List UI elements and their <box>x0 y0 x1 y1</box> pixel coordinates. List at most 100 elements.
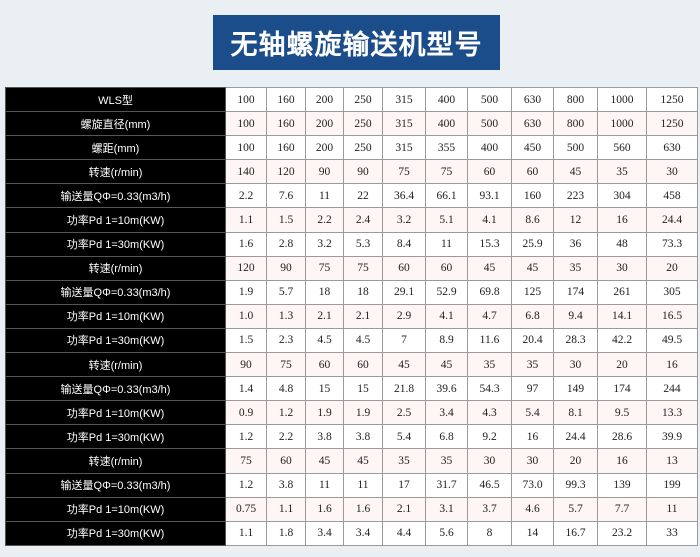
table-cell: 60 <box>266 448 306 474</box>
table-cell: 16.5 <box>646 303 698 329</box>
table-cell: 1.2 <box>266 400 306 426</box>
row-label: 转速(r/min) <box>5 255 226 281</box>
table-cell: 35 <box>467 352 512 378</box>
table-cell: 315 <box>382 111 426 137</box>
table-cell: 8.9 <box>425 327 468 354</box>
table-cell: 1.1 <box>266 496 306 522</box>
table-cell: 560 <box>597 135 647 161</box>
spec-table: WLS型 100 160 200 250 315 400 500 630 800 1000 1250 螺… <box>5 86 698 546</box>
table-cell: 305 <box>646 279 698 305</box>
table-cell: 14.1 <box>597 303 647 329</box>
table-cell: 7 <box>382 327 426 354</box>
table-cell: 4.7 <box>467 303 512 329</box>
table-row: 转速(r/min) 120 90 75 75 60 60 45 45 35 30 20 <box>5 255 698 281</box>
table-cell: 45 <box>553 159 598 185</box>
table-cell: 60 <box>305 352 344 378</box>
table-cell: 2.1 <box>305 303 344 329</box>
table-cell: 90 <box>225 352 267 378</box>
table-cell: 160 <box>266 135 306 161</box>
table-cell: 5.4 <box>382 424 426 450</box>
table-cell: 8.6 <box>511 207 554 233</box>
table-cell: 20 <box>597 352 647 378</box>
table-cell: 66.1 <box>425 183 468 209</box>
row-label: 输送量QΦ=0.33(m3/h) <box>5 279 226 305</box>
table-cell: 200 <box>305 86 344 113</box>
table-cell: 30 <box>597 255 647 281</box>
table-cell: 90 <box>343 159 383 185</box>
table-cell: 15.3 <box>467 231 512 257</box>
table-cell: 11 <box>425 231 468 257</box>
table-cell: 3.8 <box>266 472 306 498</box>
table-cell: 1.1 <box>225 207 267 233</box>
table-cell: 42.2 <box>597 327 647 354</box>
table-cell: 355 <box>425 135 468 161</box>
table-cell: 16 <box>646 352 698 378</box>
table-cell: 30 <box>553 352 598 378</box>
table-cell: 9.4 <box>553 303 598 329</box>
row-label: 转速(r/min) <box>5 159 226 185</box>
table-cell: 45 <box>425 352 468 378</box>
table-cell: 5.6 <box>425 520 468 546</box>
table-row: 功率Pd 1=30m(KW) 1.6 2.8 3.2 5.3 8.4 11 15.3 25.9 3… <box>5 231 698 257</box>
table-cell: 3.2 <box>382 207 426 233</box>
table-cell: 18 <box>343 279 383 305</box>
table-cell: 39.9 <box>646 424 698 450</box>
table-cell: 30 <box>467 448 512 474</box>
table-cell: 160 <box>266 111 306 137</box>
table-cell: 1.0 <box>225 303 267 329</box>
table-cell: 1000 <box>597 111 647 137</box>
table-cell: 30 <box>511 448 554 474</box>
table-cell: 5.7 <box>553 496 598 522</box>
row-label: 螺距(mm) <box>5 135 226 161</box>
table-cell: 120 <box>266 159 306 185</box>
table-cell: 1250 <box>646 86 698 113</box>
row-label: 功率Pd 1=10m(KW) <box>5 496 226 522</box>
table-cell: 1.5 <box>266 207 306 233</box>
table-cell: 93.1 <box>467 183 512 209</box>
table-row: 输送量QΦ=0.33(m3/h) 1.9 5.7 18 18 29.1 52.9 69.8 12… <box>5 279 698 305</box>
table-cell: 69.8 <box>467 279 512 305</box>
table-cell: 1.9 <box>343 400 383 426</box>
row-label: 功率Pd 1=10m(KW) <box>5 207 226 233</box>
table-cell: 35 <box>511 352 554 378</box>
table-cell: 46.5 <box>467 472 512 498</box>
table-row: 螺距(mm) 100 160 200 250 315 355 400 450 500 560 630 <box>5 135 698 161</box>
table-cell: 29.1 <box>382 279 426 305</box>
table-cell: 500 <box>553 135 598 161</box>
table-cell: 14 <box>511 520 554 546</box>
table-cell: 304 <box>597 183 647 209</box>
table-cell: 400 <box>467 135 512 161</box>
table-cell: 31.7 <box>425 472 468 498</box>
table-cell: 2.2 <box>225 183 267 209</box>
table-cell: 174 <box>597 376 647 402</box>
table-row: 功率Pd 1=10m(KW) 0.9 1.2 1.9 1.9 2.5 3.4 4.3 5.4 8.… <box>5 400 698 426</box>
table-cell: 28.6 <box>597 424 647 450</box>
table-cell: 23.2 <box>597 520 647 546</box>
table-cell: 75 <box>266 352 306 378</box>
table-cell: 25.9 <box>511 231 554 257</box>
row-label: 输送量QΦ=0.33(m3/h) <box>5 376 226 402</box>
table-row: WLS型 100 160 200 250 315 400 500 630 800 1000 1250 <box>5 86 698 113</box>
table-cell: 11 <box>305 183 344 209</box>
table-cell: 3.4 <box>305 520 344 546</box>
table-cell: 174 <box>553 279 598 305</box>
table-cell: 7.7 <box>597 496 647 522</box>
table-cell: 450 <box>511 135 554 161</box>
table-cell: 20 <box>646 255 698 281</box>
table-cell: 5.4 <box>511 400 554 426</box>
table-cell: 35 <box>382 448 426 474</box>
table-cell: 100 <box>225 111 267 137</box>
table-cell: 1.4 <box>225 376 267 402</box>
table-cell: 60 <box>343 352 383 378</box>
table-cell: 120 <box>225 255 267 281</box>
table-cell: 8.1 <box>553 400 598 426</box>
table-cell: 8 <box>467 520 512 546</box>
table-cell: 54.3 <box>467 376 512 402</box>
table-cell: 12 <box>553 207 598 233</box>
table-cell: 1000 <box>597 86 647 113</box>
table-cell: 60 <box>382 255 426 281</box>
table-cell: 1.9 <box>305 400 344 426</box>
table-cell: 4.1 <box>425 303 468 329</box>
table-cell: 1.6 <box>305 496 344 522</box>
table-row: 转速(r/min) 90 75 60 60 45 45 35 35 30 20 16 <box>5 352 698 378</box>
